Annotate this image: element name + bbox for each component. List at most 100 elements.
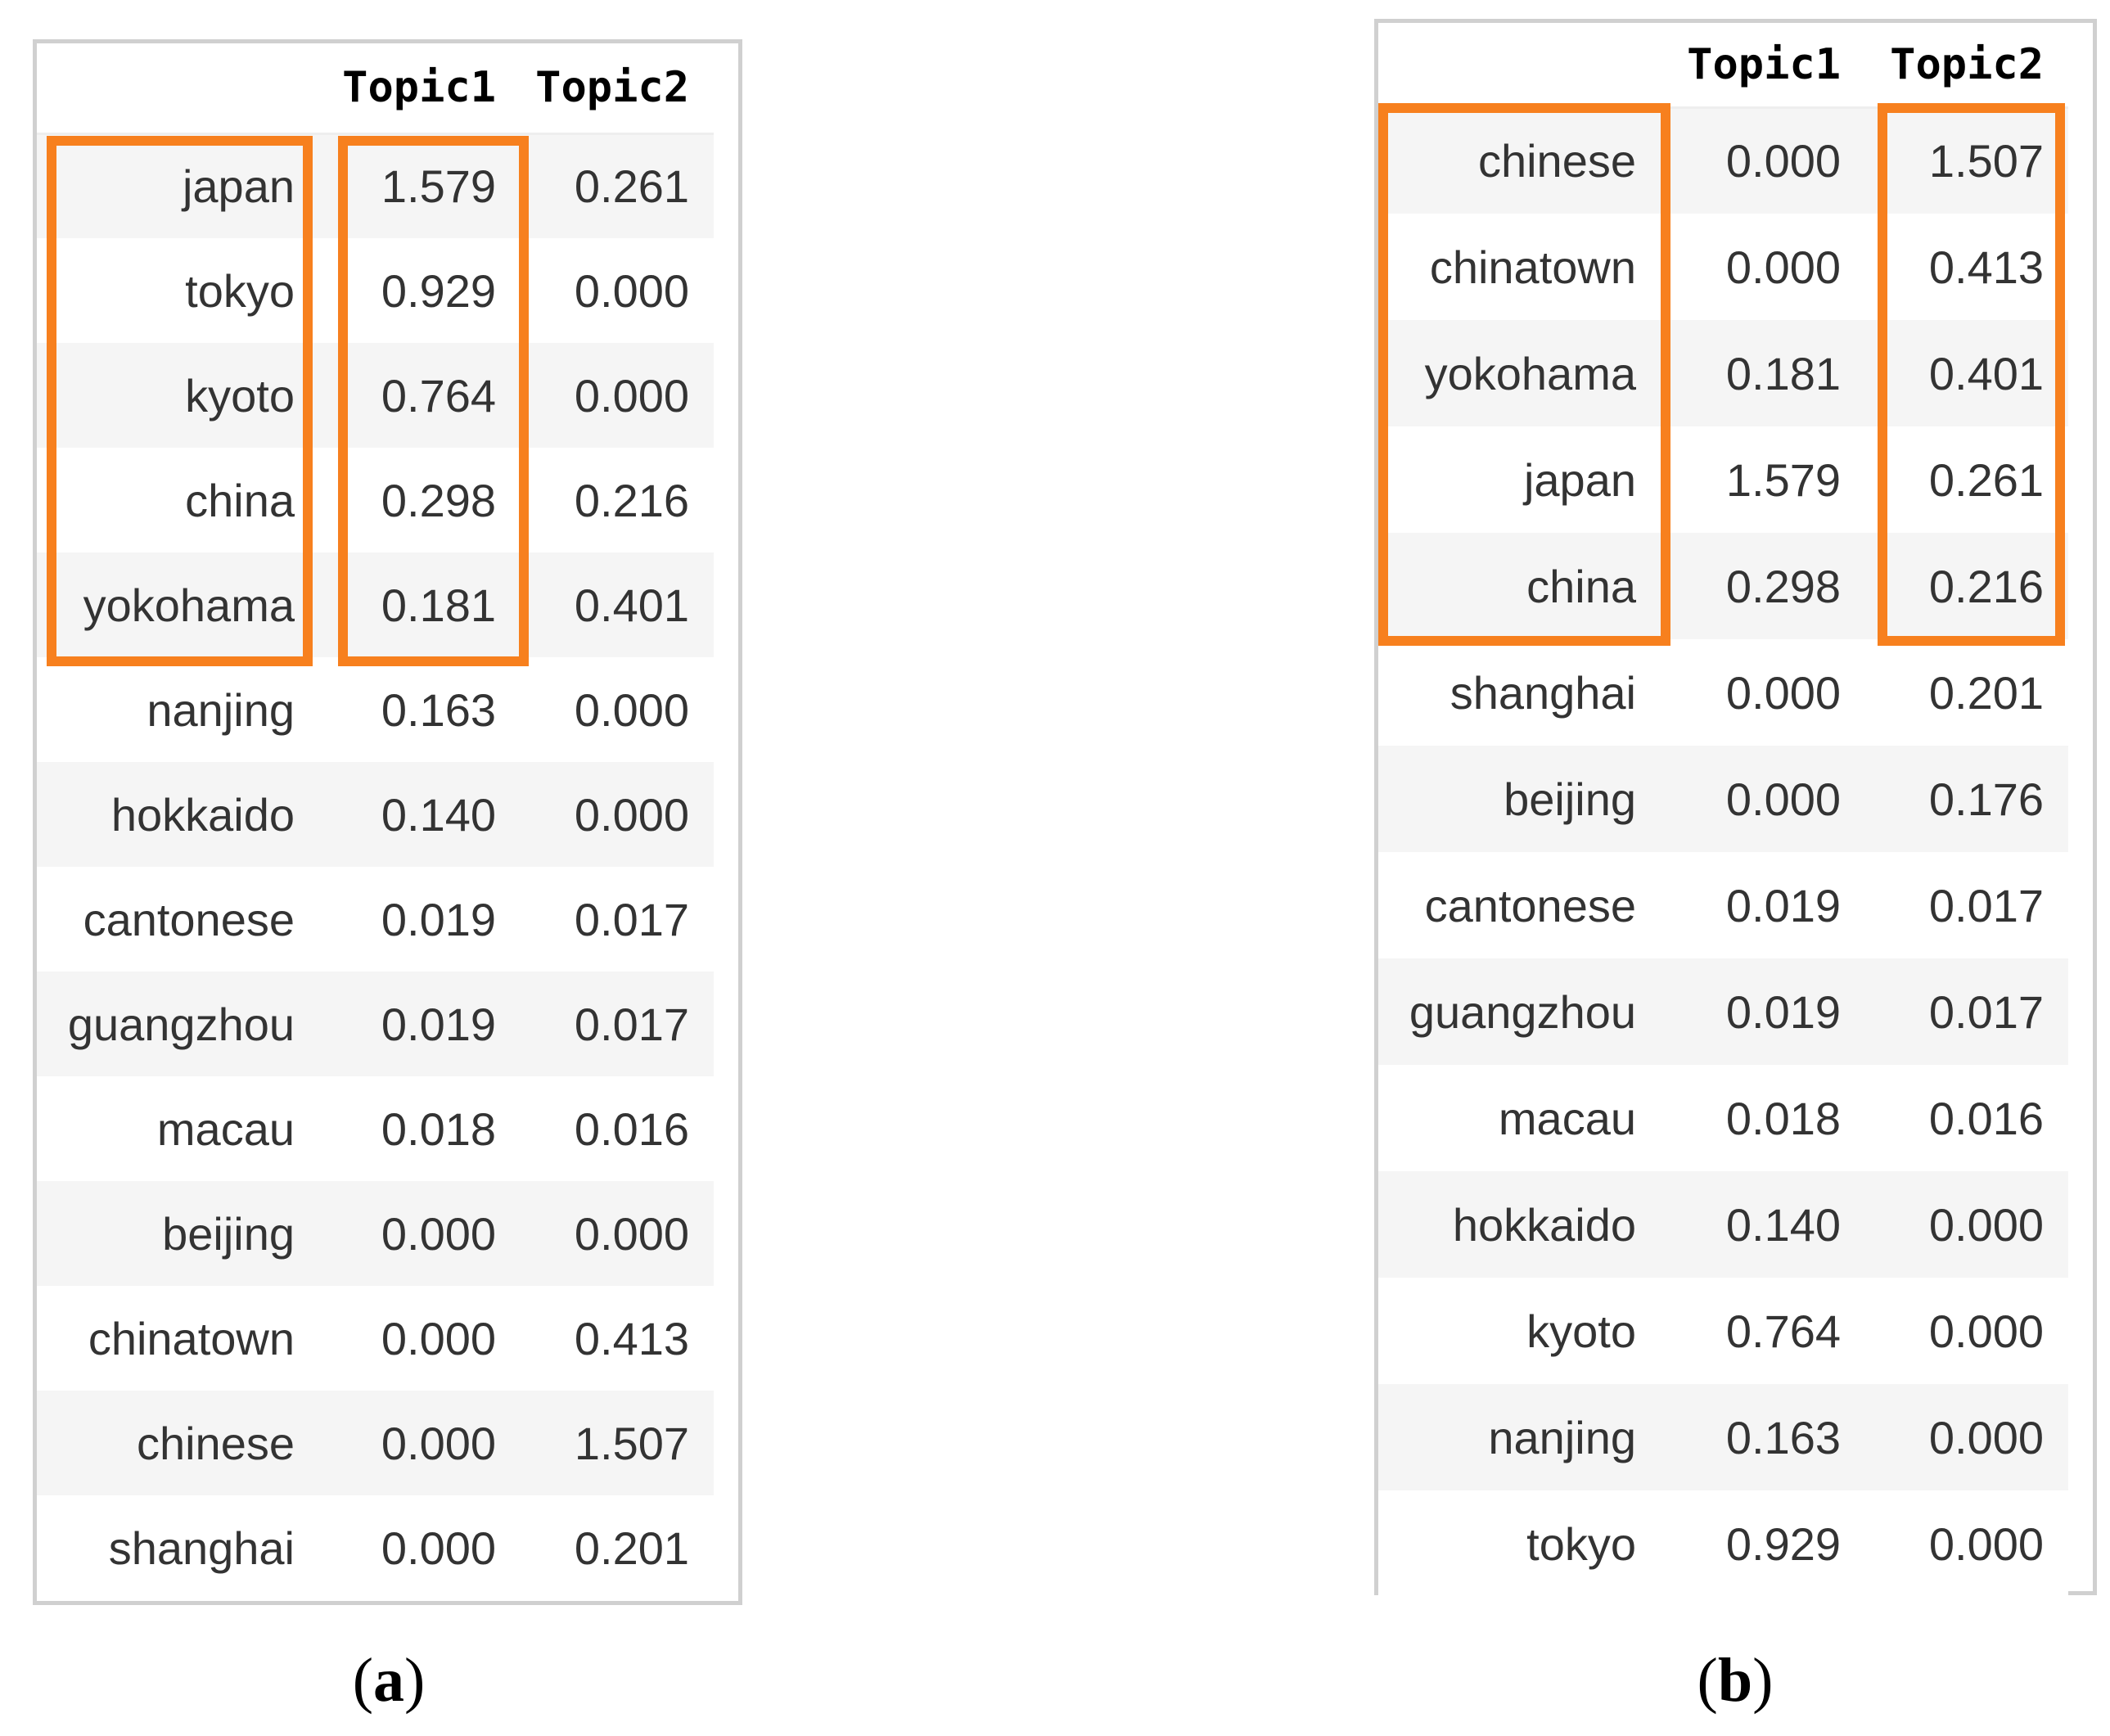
table-row: tokyo 0.929 0.000 [1378, 1490, 2068, 1597]
topic1-cell: 0.000 [381, 1312, 496, 1364]
topic1-cell: 0.181 [381, 579, 496, 631]
column-header-topic1: Topic1 [1661, 23, 1865, 109]
topic1-cell: 0.019 [381, 893, 496, 945]
caption-letter: a [373, 1646, 404, 1715]
topic1-cell: 0.000 [1725, 241, 1841, 293]
topic2-cell: 0.016 [574, 1102, 689, 1155]
topic2-cell: 0.261 [574, 160, 689, 213]
table-header-row: Topic1 Topic2 [1378, 23, 2068, 109]
caption-close-paren: ) [404, 1646, 426, 1715]
topic2-cell: 0.176 [1928, 773, 2044, 825]
word-cell: hokkaido [1452, 1198, 1636, 1251]
topic2-cell: 0.000 [574, 369, 689, 422]
topic2-cell: 0.017 [574, 998, 689, 1050]
topic2-cell: 0.000 [574, 683, 689, 736]
topic2-cell: 0.261 [1928, 453, 2044, 506]
table-row: chinese 0.000 1.507 [37, 1391, 714, 1495]
word-cell: macau [1498, 1092, 1636, 1144]
table-row: chinese 0.000 1.507 [1378, 107, 2068, 214]
table-row: beijing 0.000 0.000 [37, 1181, 714, 1286]
caption-open-paren: ( [352, 1646, 373, 1715]
table-row: macau 0.018 0.016 [37, 1076, 714, 1181]
topic1-cell: 0.140 [381, 788, 496, 841]
highlight-box-topic1 [338, 136, 529, 666]
topic1-cell: 0.000 [381, 1207, 496, 1260]
topic2-cell: 0.017 [1928, 985, 2044, 1038]
topic1-cell: 0.298 [381, 474, 496, 526]
word-cell: hokkaido [110, 788, 295, 841]
table-row: chinatown 0.000 0.413 [1378, 214, 2068, 320]
word-cell: shanghai [108, 1522, 295, 1574]
word-cell: china [185, 474, 295, 526]
caption-close-paren: ) [1752, 1646, 1774, 1715]
word-cell: tokyo [1526, 1517, 1636, 1570]
table-row: kyoto 0.764 0.000 [37, 343, 714, 448]
word-cell: yokohama [83, 579, 295, 631]
topic1-cell: 0.764 [1725, 1305, 1841, 1357]
word-cell: chinese [1477, 135, 1636, 187]
word-cell: kyoto [185, 369, 295, 422]
highlight-box-words [47, 136, 313, 666]
topic1-cell: 0.929 [381, 264, 496, 317]
topic1-cell: 1.579 [381, 160, 496, 213]
word-cell: chinese [136, 1417, 295, 1469]
topic1-cell: 0.298 [1725, 560, 1841, 612]
topic1-cell: 0.000 [381, 1417, 496, 1469]
table-row: hokkaido 0.140 0.000 [37, 762, 714, 867]
word-cell: macau [156, 1102, 295, 1155]
table-header-row: Topic1 Topic2 [37, 43, 714, 135]
caption-open-paren: ( [1697, 1646, 1718, 1715]
topic1-cell: 0.019 [381, 998, 496, 1050]
word-cell: nanjing [1488, 1411, 1636, 1463]
highlight-box-topic2 [1878, 103, 2065, 646]
word-cell: nanjing [147, 683, 295, 736]
word-cell: japan [1523, 453, 1636, 506]
topic-table-a-panel: Topic1 Topic2 japan 1.579 0.261 tokyo 0.929… [33, 39, 742, 1605]
table-row: china 0.298 0.216 [37, 448, 714, 552]
table-row: guangzhou 0.019 0.017 [1378, 958, 2068, 1065]
topic2-cell: 0.201 [1928, 666, 2044, 719]
topic2-cell: 0.413 [574, 1312, 689, 1364]
word-cell: beijing [1504, 773, 1636, 825]
caption-b: (b) [1653, 1645, 1817, 1716]
topic1-cell: 0.163 [1725, 1411, 1841, 1463]
caption-a: (a) [307, 1645, 471, 1716]
word-cell: tokyo [185, 264, 295, 317]
topic2-cell: 0.401 [574, 579, 689, 631]
column-header-topic2: Topic2 [521, 43, 714, 135]
column-header-index [37, 43, 319, 135]
topic2-cell: 0.413 [1928, 241, 2044, 293]
topic1-cell: 0.000 [381, 1522, 496, 1574]
word-cell: guangzhou [67, 998, 295, 1050]
table-row: nanjing 0.163 0.000 [37, 657, 714, 762]
topic1-cell: 0.019 [1725, 985, 1841, 1038]
topic1-cell: 0.000 [1725, 666, 1841, 719]
topic2-cell: 0.000 [574, 1207, 689, 1260]
topic2-cell: 0.216 [1928, 560, 2044, 612]
topic1-cell: 0.018 [1725, 1092, 1841, 1144]
table-row: tokyo 0.929 0.000 [37, 238, 714, 343]
table-row: shanghai 0.000 0.201 [37, 1495, 714, 1600]
topic1-cell: 0.018 [381, 1102, 496, 1155]
topic2-cell: 1.507 [574, 1417, 689, 1469]
topic2-cell: 1.507 [1928, 135, 2044, 187]
topic2-cell: 0.017 [1928, 879, 2044, 931]
topic1-cell: 0.019 [1725, 879, 1841, 931]
table-row: yokohama 0.181 0.401 [37, 552, 714, 657]
column-header-topic2: Topic2 [1865, 23, 2068, 109]
table-row: macau 0.018 0.016 [1378, 1065, 2068, 1171]
topic1-cell: 1.579 [1725, 453, 1841, 506]
column-header-index [1378, 23, 1661, 109]
word-cell: kyoto [1526, 1305, 1636, 1357]
word-cell: cantonese [83, 893, 295, 945]
topic2-cell: 0.000 [574, 264, 689, 317]
topic2-cell: 0.016 [1928, 1092, 2044, 1144]
table-row: hokkaido 0.140 0.000 [1378, 1171, 2068, 1278]
topic-table-a: Topic1 Topic2 japan 1.579 0.261 tokyo 0.929… [37, 43, 714, 1600]
table-row: china 0.298 0.216 [1378, 533, 2068, 639]
word-cell: yokohama [1424, 347, 1636, 399]
topic1-cell: 0.929 [1725, 1517, 1841, 1570]
topic1-cell: 0.181 [1725, 347, 1841, 399]
topic1-cell: 0.000 [1725, 135, 1841, 187]
word-cell: cantonese [1424, 879, 1636, 931]
